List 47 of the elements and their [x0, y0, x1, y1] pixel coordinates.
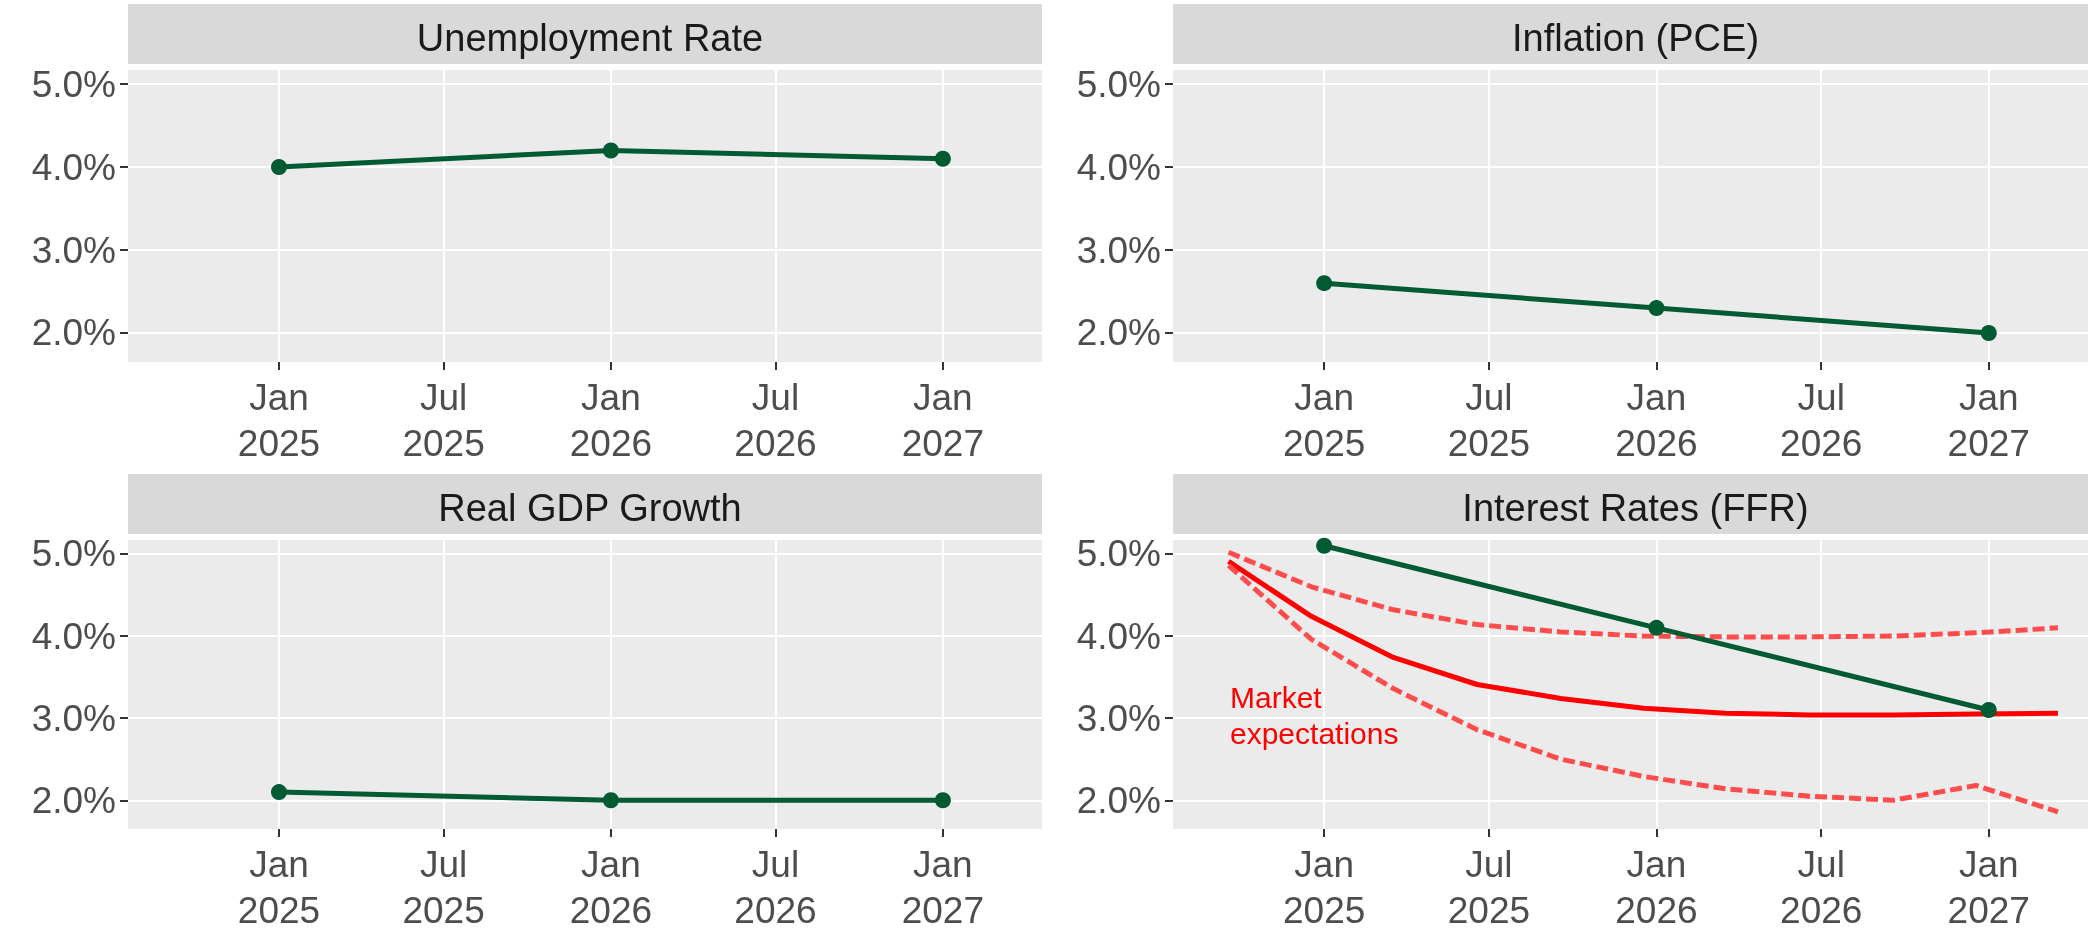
y-tick-label: 5.0% — [1076, 533, 1161, 575]
y-tick-label: 2.0% — [31, 312, 116, 354]
chart-title: Inflation (PCE) — [1511, 17, 1760, 59]
x-tick-label: Jan 2027 — [1947, 376, 2030, 464]
y-tick-label: 3.0% — [1076, 229, 1161, 271]
x-tick-label: Jan 2025 — [237, 376, 321, 464]
x-tick-label: Jan 2026 — [1615, 843, 1698, 931]
x-tick-label: Jul 2025 — [402, 843, 485, 931]
x-tick-label: Jan 2025 — [1282, 843, 1366, 931]
chart-title: Interest Rates (FFR) — [1462, 487, 1809, 529]
y-tick-label: 4.0% — [31, 146, 116, 188]
y-tick-label: 5.0% — [31, 63, 116, 105]
point — [1648, 619, 1665, 636]
x-tick-label: Jul 2026 — [734, 843, 817, 931]
y-tick-label: 2.0% — [31, 779, 116, 821]
y-tick-label: 3.0% — [31, 229, 116, 271]
point — [1316, 275, 1333, 292]
chart-title: Unemployment Rate — [416, 17, 764, 59]
annotation: Market expectations — [1230, 680, 1399, 750]
x-tick-label: Jan 2026 — [1615, 376, 1698, 464]
x-tick-label: Jan 2026 — [569, 376, 653, 464]
y-tick-label: 4.0% — [31, 615, 116, 657]
x-tick-label: Jan 2027 — [1947, 843, 2030, 931]
point — [1980, 324, 1997, 341]
y-tick-label: 5.0% — [31, 533, 116, 575]
point — [1316, 537, 1333, 554]
y-tick-label: 5.0% — [1076, 63, 1161, 105]
x-tick-label: Jul 2025 — [1447, 376, 1531, 464]
y-tick-label: 2.0% — [1076, 312, 1161, 354]
y-tick-label: 2.0% — [1076, 779, 1161, 821]
y-tick-label: 4.0% — [1076, 615, 1161, 657]
x-tick-label: Jan 2027 — [901, 376, 985, 464]
x-tick-label: Jul 2025 — [1447, 843, 1531, 931]
x-tick-label: Jul 2026 — [1780, 376, 1863, 464]
x-tick-label: Jul 2025 — [402, 376, 485, 464]
point — [1980, 701, 1997, 718]
y-tick-label: 3.0% — [1076, 697, 1161, 739]
x-tick-label: Jul 2026 — [734, 376, 817, 464]
y-tick-label: 4.0% — [1076, 146, 1161, 188]
chart-title: Real GDP Growth — [438, 487, 742, 529]
x-tick-label: Jan 2025 — [237, 843, 321, 931]
y-tick-label: 3.0% — [31, 697, 116, 739]
x-tick-label: Jan 2026 — [569, 843, 653, 931]
x-tick-label: Jul 2026 — [1780, 843, 1863, 931]
x-tick-label: Jan 2025 — [1282, 376, 1366, 464]
x-tick-label: Jan 2027 — [901, 843, 985, 931]
point — [1648, 300, 1665, 317]
